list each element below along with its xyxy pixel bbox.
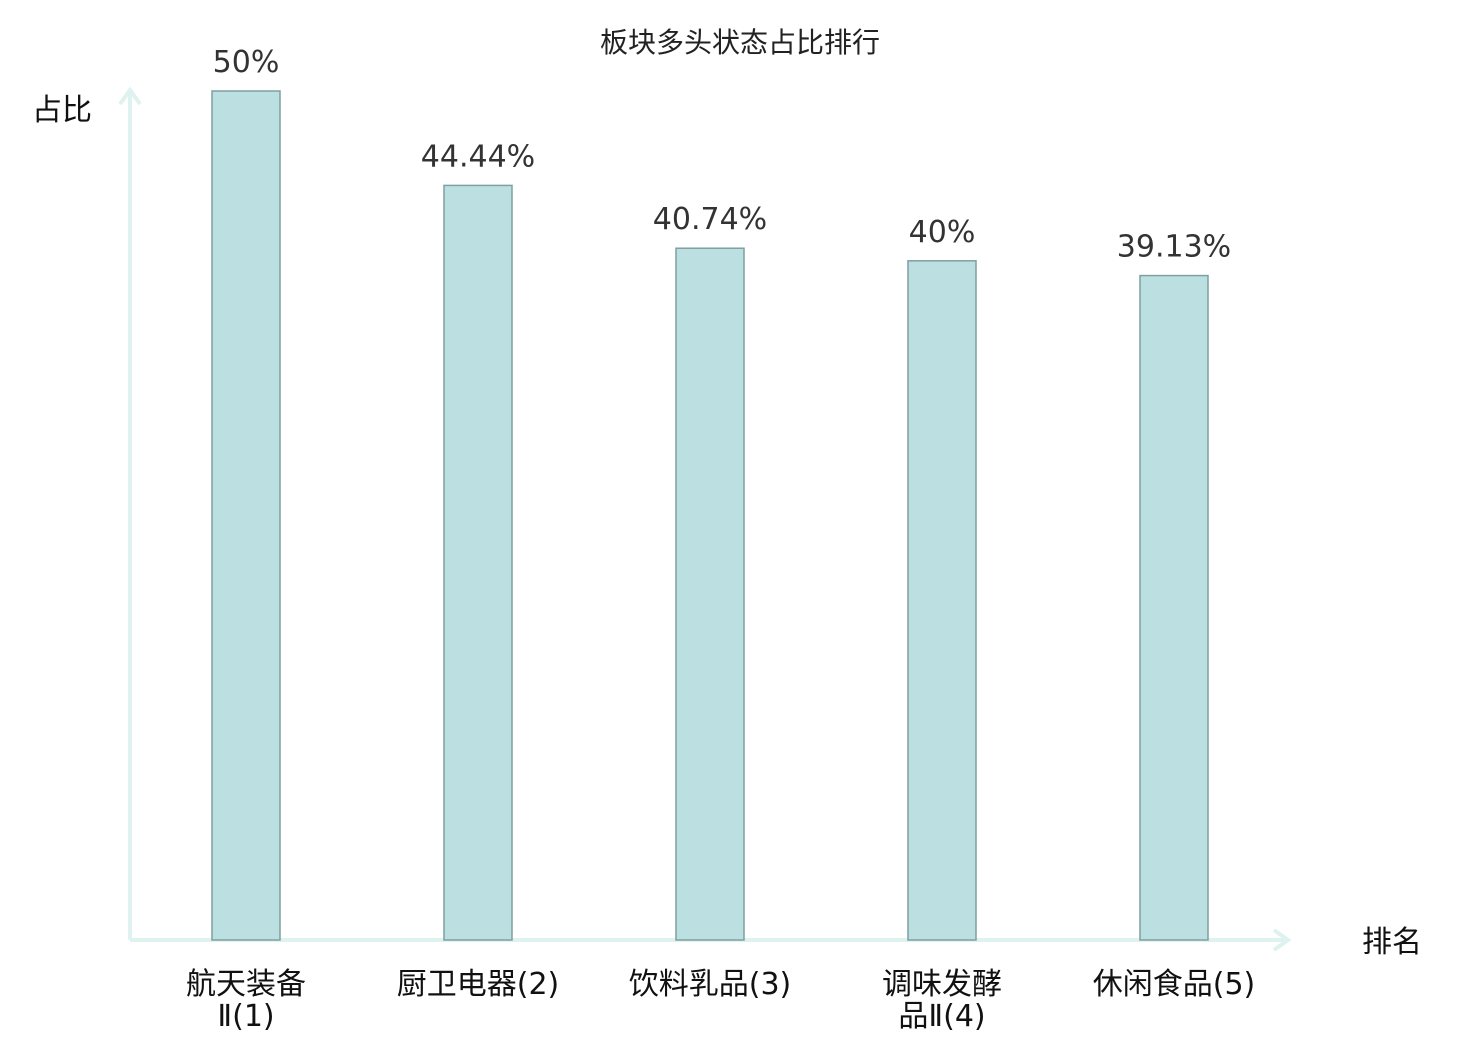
value-label-5: 39.13% bbox=[1117, 230, 1231, 265]
y-axis-label: 占比 bbox=[32, 93, 92, 128]
x-axis-label: 排名 bbox=[1362, 925, 1422, 960]
category-label-4-line-1: 调味发酵 bbox=[882, 967, 1002, 1002]
bar-5 bbox=[1139, 274, 1209, 941]
category-label-1-line-1: 航天装备 bbox=[186, 967, 306, 1002]
category-label-4-line-2: 品Ⅱ(4) bbox=[898, 999, 985, 1034]
category-label-5: 休闲食品(5) bbox=[1093, 967, 1256, 1002]
bar-2 bbox=[443, 184, 513, 941]
value-label-4: 40% bbox=[909, 215, 976, 250]
category-label-1-line-2: Ⅱ(1) bbox=[217, 999, 274, 1034]
bar-1 bbox=[211, 90, 281, 941]
chart-title: 板块多头状态占比排行 bbox=[600, 26, 880, 59]
value-labels-group: 50% 44.44% 40.74% 40% 39.13% bbox=[213, 45, 1232, 265]
value-label-1: 50% bbox=[213, 45, 280, 80]
category-label-3: 饮料乳品(3) bbox=[629, 967, 792, 1002]
x-axis-arrow bbox=[1272, 928, 1292, 952]
bar-3 bbox=[675, 247, 745, 941]
value-label-2: 44.44% bbox=[421, 139, 535, 174]
bars-group bbox=[211, 90, 1209, 941]
y-axis-arrow bbox=[118, 86, 142, 106]
value-label-3: 40.74% bbox=[653, 202, 767, 237]
category-label-2: 厨卫电器(2) bbox=[397, 967, 560, 1002]
bar-4 bbox=[907, 260, 977, 941]
